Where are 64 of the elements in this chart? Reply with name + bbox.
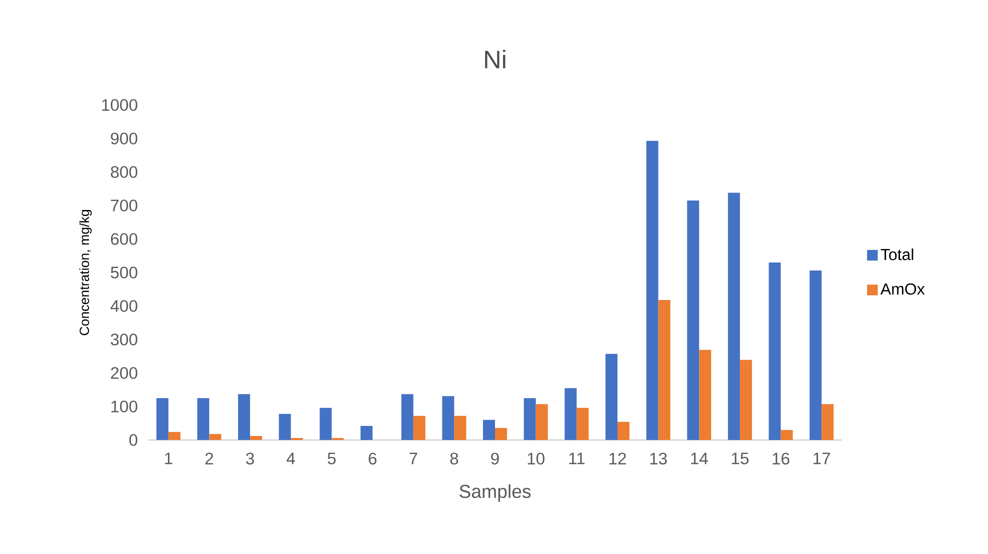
x-tick-label: 1 xyxy=(165,452,172,464)
bar xyxy=(442,396,454,440)
bar xyxy=(822,404,834,440)
bar xyxy=(605,354,618,440)
x-tick-label: 16 xyxy=(772,452,790,465)
bar xyxy=(168,432,180,440)
x-tick-label: 12 xyxy=(609,452,626,464)
x-axis-title: Samples xyxy=(460,484,531,502)
x-tick-label: 10 xyxy=(528,452,544,465)
y-tick-label: 500 xyxy=(110,266,138,278)
x-tick-label: 2 xyxy=(205,452,214,464)
bar xyxy=(495,428,508,440)
bar xyxy=(780,430,793,440)
bar xyxy=(768,262,781,440)
x-tick-label: 11 xyxy=(569,452,584,464)
bar xyxy=(740,360,752,440)
x-tick-label: 7 xyxy=(410,452,418,464)
x-tick-label: 5 xyxy=(328,452,336,464)
legend-label: AmOx xyxy=(880,283,925,295)
x-tick-label: 14 xyxy=(691,452,708,464)
x-tick-label: 15 xyxy=(732,452,749,464)
x-tick-label: 4 xyxy=(286,452,296,464)
bar xyxy=(320,408,332,440)
bar xyxy=(250,436,262,440)
x-tick-label: 17 xyxy=(814,452,830,464)
bar xyxy=(238,394,250,440)
bar xyxy=(483,420,496,440)
y-tick-label: 100 xyxy=(111,400,138,412)
bar xyxy=(360,426,373,440)
bar xyxy=(536,404,548,440)
bar xyxy=(278,414,291,440)
y-tick-label: 0 xyxy=(129,434,138,446)
bar xyxy=(454,416,466,440)
x-tick-label: 13 xyxy=(650,452,667,465)
y-tick-label: 700 xyxy=(111,200,138,212)
x-tick-label: 6 xyxy=(368,452,376,465)
bar xyxy=(209,434,222,440)
y-tick-label: 1000 xyxy=(102,99,138,111)
y-tick-label: 800 xyxy=(110,166,138,178)
bar xyxy=(156,398,168,440)
bar xyxy=(646,140,658,440)
bar xyxy=(658,300,670,440)
bar xyxy=(524,398,536,440)
x-tick-label: 9 xyxy=(491,452,499,465)
y-tick-label: 900 xyxy=(110,132,138,144)
x-tick-label: 3 xyxy=(246,452,254,465)
bar xyxy=(699,350,712,440)
y-tick-label: 400 xyxy=(110,300,138,312)
y-axis-title: Concentration, mg/kg xyxy=(79,210,92,336)
bar xyxy=(197,398,210,440)
bar xyxy=(617,422,630,440)
bar xyxy=(576,408,589,440)
bar xyxy=(687,200,700,440)
chart-title: Ni xyxy=(485,50,506,68)
y-tick-label: 600 xyxy=(110,233,138,245)
bar xyxy=(728,192,740,440)
bar xyxy=(413,416,426,440)
x-tick-label: 8 xyxy=(450,452,458,465)
bar xyxy=(401,394,414,440)
bar xyxy=(564,388,577,440)
y-tick-label: 300 xyxy=(110,334,138,346)
legend-label: Total xyxy=(880,248,914,260)
bar xyxy=(810,270,822,440)
y-tick-label: 200 xyxy=(110,367,138,379)
